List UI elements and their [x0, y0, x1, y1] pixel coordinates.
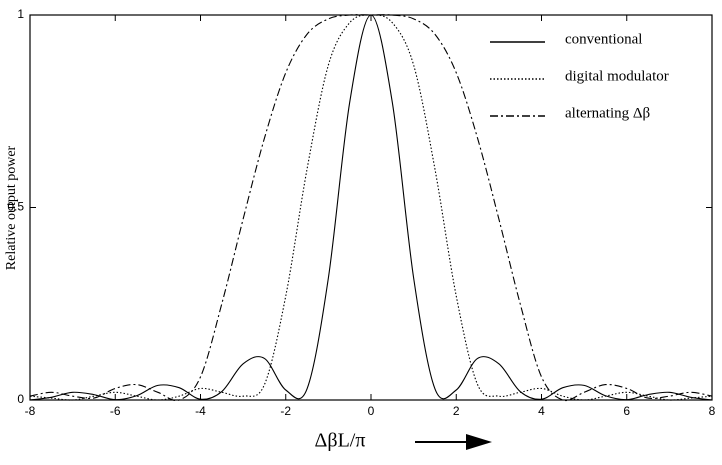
legend-label: alternating Δβ: [565, 105, 650, 121]
x-tick-label: -8: [25, 404, 36, 418]
x-tick-label: 6: [623, 404, 630, 418]
x-tick-label: 2: [453, 404, 460, 418]
series-line: [29, 14, 713, 401]
y-axis-label: Relative output power: [4, 145, 19, 270]
x-tick-label: 8: [709, 404, 716, 418]
y-tick-label: 0: [17, 392, 24, 406]
legend-label: conventional: [565, 31, 642, 47]
x-tick-label: -6: [110, 404, 121, 418]
x-axis-label: ΔβL/π: [315, 430, 366, 452]
x-tick-label: 4: [538, 404, 545, 418]
x-tick-label: -2: [280, 404, 291, 418]
legend-label: digital modulator: [565, 68, 669, 84]
x-tick-label: 0: [368, 404, 375, 418]
y-tick-label: 1: [17, 7, 24, 21]
x-arrow: [415, 434, 492, 450]
y-tick-label: 0.5: [7, 200, 24, 214]
x-tick-label: -4: [195, 404, 206, 418]
